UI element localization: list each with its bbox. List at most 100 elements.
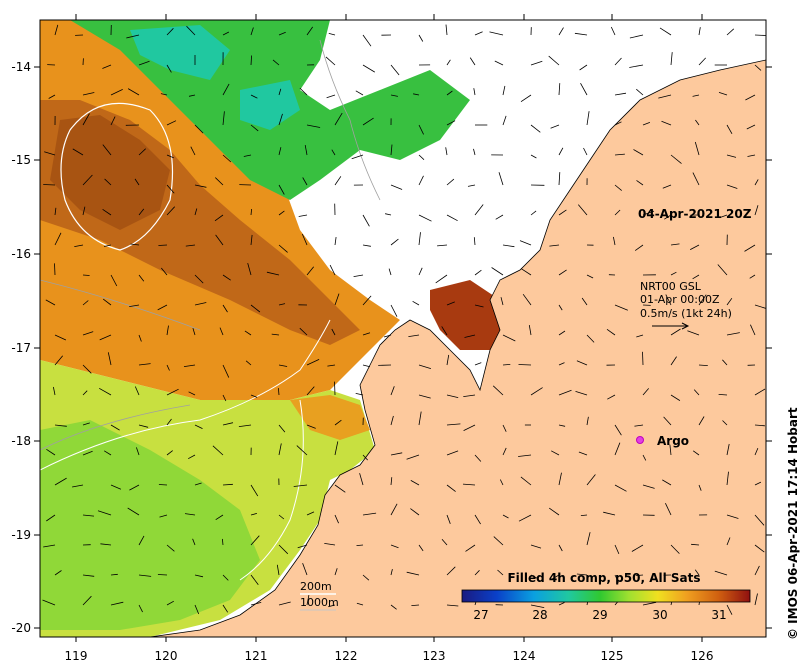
current-vector [306, 595, 310, 606]
current-vector [222, 154, 232, 163]
current-vector [635, 574, 644, 576]
current-vector [754, 388, 766, 396]
current-vector [82, 364, 92, 374]
current-vector [502, 447, 507, 456]
current-vector [190, 146, 196, 156]
sst-dark-brown-region [50, 115, 170, 230]
current-vector [747, 154, 756, 157]
sst-buccaneer-archipelago [430, 280, 505, 350]
current-vector [578, 451, 588, 456]
current-vector [192, 327, 196, 336]
current-vector [548, 55, 560, 66]
current-vector [166, 154, 174, 159]
current-vector [43, 184, 56, 186]
lon-tick-121: 121 [245, 649, 268, 663]
current-vector [334, 293, 340, 306]
colorbar-tick-27: 27 [473, 608, 488, 622]
current-vector [754, 34, 766, 36]
current-vector [726, 154, 737, 158]
current-vector [82, 574, 95, 577]
current-vector [99, 334, 112, 341]
current-vector [614, 209, 621, 216]
current-vector [215, 234, 224, 246]
current-vector [243, 154, 252, 157]
current-vector [82, 390, 88, 396]
current-vector [580, 83, 588, 96]
current-scale-label: 0.5m/s (1kt 24h) [640, 307, 732, 320]
lon-tick-124: 124 [513, 649, 536, 663]
current-vector [82, 92, 95, 96]
current-vector [498, 172, 504, 186]
current-vector [633, 149, 644, 156]
current-vector [518, 514, 532, 522]
current-vector [185, 244, 196, 247]
current-vector [334, 514, 339, 524]
current-vector [278, 113, 283, 126]
current-vector [446, 120, 456, 126]
current-vector [222, 83, 230, 96]
current-vector [390, 569, 393, 576]
current-vector [362, 574, 370, 581]
current-vector [502, 424, 507, 432]
current-vector [157, 304, 168, 311]
current-vector [102, 208, 112, 216]
current-vector [356, 544, 364, 546]
current-vector [698, 364, 708, 366]
current-vector [614, 442, 621, 456]
current-vector [550, 124, 560, 129]
current-vector [138, 334, 142, 342]
current-vector [390, 452, 403, 456]
current-vector [520, 476, 532, 486]
current-vector [250, 94, 258, 99]
current-vector [518, 364, 532, 366]
current-vector [406, 571, 420, 576]
current-vector [250, 208, 252, 216]
current-vector [110, 601, 124, 606]
current-vector [583, 147, 588, 156]
current-vector [726, 28, 735, 36]
current-vector [271, 333, 280, 336]
current-vector [629, 64, 644, 68]
current-vector [166, 28, 174, 36]
current-vector [362, 214, 370, 227]
current-vector [383, 334, 392, 338]
current-vector [306, 386, 315, 396]
current-vector [613, 236, 616, 246]
current-vector [746, 124, 756, 130]
current-vector [614, 574, 619, 583]
current-vector [54, 263, 56, 276]
map-plot-area [40, 20, 766, 637]
current-vector [127, 88, 140, 96]
current-vector [301, 233, 308, 246]
current-vector [530, 544, 542, 549]
current-vector [754, 544, 765, 553]
current-vector [138, 604, 143, 613]
current-vector [306, 124, 321, 128]
current-vector [166, 600, 174, 606]
current-vector [250, 124, 259, 132]
current-vector [331, 328, 336, 336]
current-vector [642, 484, 655, 489]
current-vector [48, 94, 56, 99]
current-vector [754, 304, 766, 309]
current-vector [138, 274, 145, 282]
current-vector [502, 115, 507, 126]
current-vector [495, 214, 504, 220]
current-vector [296, 445, 308, 456]
current-vector [194, 208, 198, 216]
current-vector [574, 32, 588, 36]
current-vector [388, 268, 392, 276]
current-vector [222, 111, 225, 126]
current-vector [446, 450, 459, 456]
current-vector [462, 483, 476, 486]
current-vector [250, 304, 261, 313]
current-vector [411, 604, 420, 606]
sst-green-region-south [40, 420, 260, 630]
current-vector [222, 422, 234, 426]
current-vector [278, 210, 285, 216]
current-vector [138, 60, 150, 66]
current-vector [558, 472, 562, 486]
current-vector [184, 513, 196, 516]
current-vector [353, 274, 364, 277]
current-vector [665, 503, 672, 516]
